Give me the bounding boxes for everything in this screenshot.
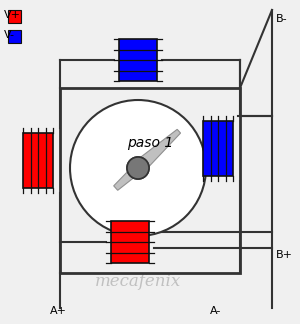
Text: A+: A+ — [50, 306, 67, 316]
Bar — [8, 10, 21, 23]
Text: mecafenix: mecafenix — [95, 273, 181, 291]
Circle shape — [127, 157, 149, 179]
Text: paso 1: paso 1 — [127, 136, 173, 150]
Bar — [203, 121, 233, 176]
Text: A-: A- — [210, 306, 221, 316]
Circle shape — [127, 157, 149, 179]
Text: B+: B+ — [276, 250, 293, 260]
Text: V+: V+ — [4, 10, 21, 20]
Polygon shape — [133, 129, 181, 173]
Bar — [23, 133, 53, 188]
Text: B-: B- — [276, 14, 288, 24]
Bar — [8, 30, 21, 43]
Circle shape — [70, 100, 206, 236]
Text: V-: V- — [4, 30, 15, 40]
Bar — [119, 39, 157, 81]
Polygon shape — [114, 164, 141, 190]
Bar — [60, 88, 240, 273]
Bar — [111, 221, 149, 263]
